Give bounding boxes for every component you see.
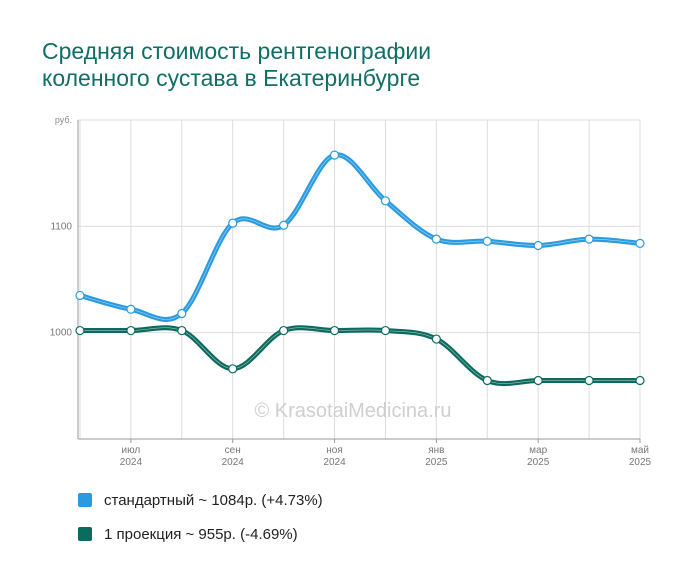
legend-item-projection[interactable]: 1 проекция ~ 955р. (-4.69%) <box>78 522 323 546</box>
x-tick-label-year: 2025 <box>629 457 652 468</box>
legend-swatch-projection <box>78 527 92 541</box>
title-line-1: Средняя стоимость рентгенографии <box>42 38 432 64</box>
data-point-standard <box>431 234 441 244</box>
data-point-projection <box>126 325 136 336</box>
x-tick-label-year: 2024 <box>323 457 346 468</box>
x-tick-label-month: сен <box>225 445 241 456</box>
data-point-projection <box>228 364 238 374</box>
data-point-standard <box>228 218 238 228</box>
data-point-standard <box>329 150 340 160</box>
data-point-projection <box>635 375 645 386</box>
x-tick-label-year: 2024 <box>120 457 143 468</box>
series-line-standard <box>77 152 643 322</box>
series-line-projection <box>77 325 643 387</box>
x-tick-label-month: янв <box>428 445 444 456</box>
data-point-projection <box>533 375 543 386</box>
title-line-2: коленного сустава в Екатеринбурге <box>42 65 421 91</box>
data-point-standard <box>75 290 85 301</box>
series-line-highlight-standard <box>79 154 641 320</box>
data-point-projection <box>380 325 391 336</box>
data-point-standard <box>380 196 391 206</box>
series-line-highlight-projection <box>80 327 640 384</box>
legend-swatch-standard <box>78 493 92 507</box>
data-point-standard <box>533 240 543 251</box>
legend-label-standard: стандартный ~ 1084р. (+4.73%) <box>104 491 323 509</box>
x-tick-label-year: 2025 <box>425 457 448 468</box>
data-point-standard <box>126 304 136 314</box>
data-point-projection <box>75 325 85 336</box>
data-point-projection <box>177 325 187 336</box>
data-point-projection <box>584 375 594 386</box>
chart-title: Средняя стоимость рентгенографии коленно… <box>42 38 431 92</box>
x-tick-label-month: ноя <box>326 445 343 456</box>
y-unit-label: руб. <box>55 115 72 125</box>
legend-label-projection: 1 проекция ~ 955р. (-4.69%) <box>104 525 298 543</box>
data-point-standard <box>584 234 594 244</box>
y-tick-label: 1100 <box>50 221 72 232</box>
legend: стандартный ~ 1084р. (+4.73%) 1 проекция… <box>78 488 323 556</box>
x-tick-label-year: 2025 <box>527 457 550 468</box>
legend-item-standard[interactable]: стандартный ~ 1084р. (+4.73%) <box>78 488 323 512</box>
data-point-projection <box>279 325 289 336</box>
data-point-standard <box>635 238 645 248</box>
y-tick-label: 1000 <box>50 328 73 339</box>
data-point-projection <box>482 375 492 386</box>
x-tick-label-year: 2024 <box>222 457 245 468</box>
data-point-projection <box>431 334 441 344</box>
x-tick-label-month: май <box>631 445 649 456</box>
data-point-standard <box>177 308 187 319</box>
data-point-standard <box>482 236 492 246</box>
x-tick-label-month: июл <box>122 445 141 456</box>
data-point-projection <box>329 325 340 336</box>
watermark: © KrasotaiMedicina.ru <box>254 400 451 422</box>
x-tick-label-month: мар <box>529 445 547 456</box>
data-point-standard <box>279 220 289 230</box>
